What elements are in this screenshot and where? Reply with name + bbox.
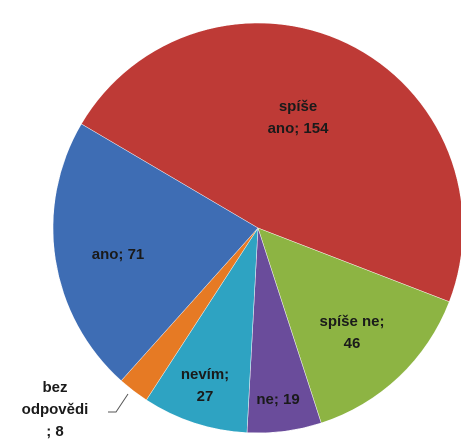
data-label: spíše ne; — [319, 313, 384, 330]
data-label: odpovědi — [22, 401, 89, 418]
pie-slice — [81, 22, 461, 303]
data-label: ne; 19 — [256, 391, 299, 408]
leader-line — [108, 393, 129, 413]
pie-slice — [257, 227, 450, 424]
data-label: ano; 71 — [92, 246, 145, 263]
data-label: 46 — [344, 335, 361, 352]
data-label: bez — [42, 379, 67, 396]
pie-slice — [146, 227, 259, 433]
data-label: 27 — [197, 388, 214, 405]
data-label: nevím; — [181, 366, 229, 383]
data-label: ano; 154 — [268, 120, 330, 137]
data-label: ; 8 — [46, 423, 64, 440]
data-label: spíše — [279, 98, 317, 115]
pie-slice — [52, 123, 259, 382]
